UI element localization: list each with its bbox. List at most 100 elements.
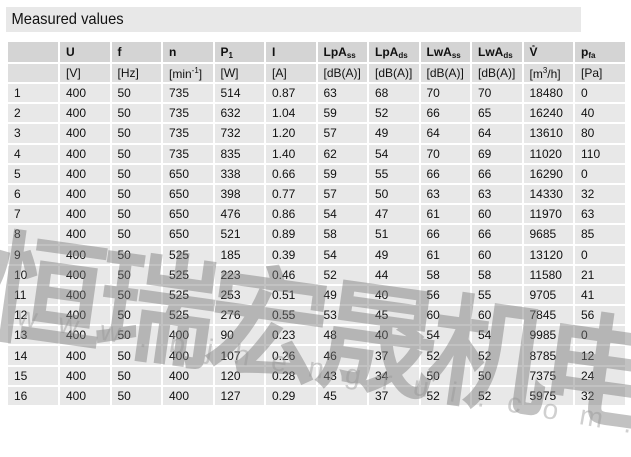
table-cell: 60 (470, 203, 524, 226)
table-cell: 50 (109, 304, 163, 327)
table-cell: 47 (367, 203, 421, 226)
table-cell: 45 (315, 384, 369, 408)
table-cell: 50 (109, 81, 163, 105)
table-cell: 632 (212, 102, 266, 125)
table-cell: 7845 (521, 304, 575, 327)
column-unit: [Hz] (109, 62, 163, 84)
header-label: p (581, 44, 589, 59)
table-cell: 1.04 (264, 102, 318, 125)
table-cell: 398 (212, 182, 266, 206)
table-cell: 400 (58, 162, 112, 185)
table-cell: 0.23 (264, 324, 318, 347)
table-row: 4 400 50 735 835 1.40 62 54 70 69 11020 110 (6, 142, 627, 165)
table-cell: 0 (573, 243, 627, 266)
header-subscript: 1 (228, 50, 233, 60)
table-cell: 46 (315, 344, 369, 367)
table-cell: 1 (6, 81, 60, 105)
table-cell: 400 (58, 182, 112, 206)
table-cell: 32 (573, 384, 627, 408)
table-cell: 400 (58, 263, 112, 286)
table-cell: 9705 (521, 283, 575, 307)
table-cell: 11580 (521, 263, 575, 286)
column-unit (6, 62, 60, 84)
table-row: 1 400 50 735 514 0.87 63 68 70 70 18480 0 (6, 81, 627, 105)
table-cell: 85 (573, 223, 627, 246)
table-row: 7 400 50 650 476 0.86 54 47 61 60 11970 63 (6, 203, 627, 226)
header-label: U (66, 45, 75, 59)
table-cell: 50 (418, 364, 472, 387)
table-cell: 21 (573, 263, 627, 286)
column-header: n (161, 40, 215, 64)
table-cell: 7375 (521, 364, 575, 387)
table-cell: 0.29 (264, 384, 318, 408)
table-cell: 1.20 (264, 122, 318, 145)
table-cell: 120 (212, 364, 266, 387)
column-header: U (58, 40, 112, 64)
table-cell: 61 (418, 243, 472, 266)
table-cell: 0.46 (264, 263, 318, 286)
table-cell: 400 (58, 223, 112, 246)
column-unit: [dB(A)] (367, 62, 421, 84)
table-cell: 13610 (521, 122, 575, 145)
table-cell: 52 (367, 102, 421, 125)
table-cell: 60 (470, 304, 524, 327)
table-cell: 13120 (521, 243, 575, 266)
header-label: V̊ (529, 45, 538, 59)
header-label: LwA (478, 44, 504, 59)
table-cell: 49 (367, 243, 421, 266)
table-cell: 50 (367, 182, 421, 206)
table-cell: 0.39 (264, 243, 318, 266)
table-cell: 40 (367, 324, 421, 347)
table-cell: 50 (109, 142, 163, 165)
header-label: LwA (426, 44, 452, 59)
table-cell: 110 (573, 142, 627, 165)
table-cell: 14 (6, 344, 60, 367)
header-label: P (220, 44, 229, 59)
table-cell: 400 (58, 81, 112, 105)
table-cell: 55 (367, 162, 421, 185)
table-cell: 400 (58, 304, 112, 327)
table-cell: 1.40 (264, 142, 318, 165)
table-cell: 40 (367, 283, 421, 307)
table-cell: 43 (315, 364, 369, 387)
table-row: 11 400 50 525 253 0.51 49 40 56 55 9705 41 (6, 283, 627, 307)
column-header: LpAds (367, 40, 421, 64)
table-cell: 4 (6, 142, 60, 165)
column-header: pfa (573, 40, 627, 64)
table-cell: 521 (212, 223, 266, 246)
table-cell: 400 (58, 283, 112, 307)
table-cell: 56 (573, 304, 627, 327)
table-cell: 11970 (521, 203, 575, 226)
table-cell: 9 (6, 243, 60, 266)
column-header: V̊ (521, 40, 575, 64)
table-cell: 15 (6, 364, 60, 387)
table-cell: 40 (573, 102, 627, 125)
table-cell: 63 (418, 182, 472, 206)
table-cell: 400 (161, 364, 215, 387)
table-cell: 2 (6, 102, 60, 125)
table-cell: 253 (212, 283, 266, 307)
table-cell: 49 (315, 283, 369, 307)
table-cell: 50 (109, 223, 163, 246)
table-cell: 58 (418, 263, 472, 286)
table-cell: 400 (58, 203, 112, 226)
table-cell: 57 (315, 182, 369, 206)
column-unit: [Pa] (573, 62, 627, 84)
table-cell: 54 (418, 324, 472, 347)
table-cell: 14330 (521, 182, 575, 206)
table-cell: 6 (6, 182, 60, 206)
table-cell: 8785 (521, 344, 575, 367)
table-cell: 400 (58, 344, 112, 367)
table-cell: 835 (212, 142, 266, 165)
table-cell: 735 (161, 102, 215, 125)
table-cell: 52 (470, 384, 524, 408)
table-cell: 16240 (521, 102, 575, 125)
table-cell: 51 (367, 223, 421, 246)
table-cell: 3 (6, 122, 60, 145)
table-cell: 60 (418, 304, 472, 327)
table-cell: 50 (470, 364, 524, 387)
table-cell: 514 (212, 81, 266, 105)
table-cell: 338 (212, 162, 266, 185)
table-row: 2 400 50 735 632 1.04 59 52 66 65 16240 40 (6, 102, 627, 125)
table-cell: 59 (315, 162, 369, 185)
